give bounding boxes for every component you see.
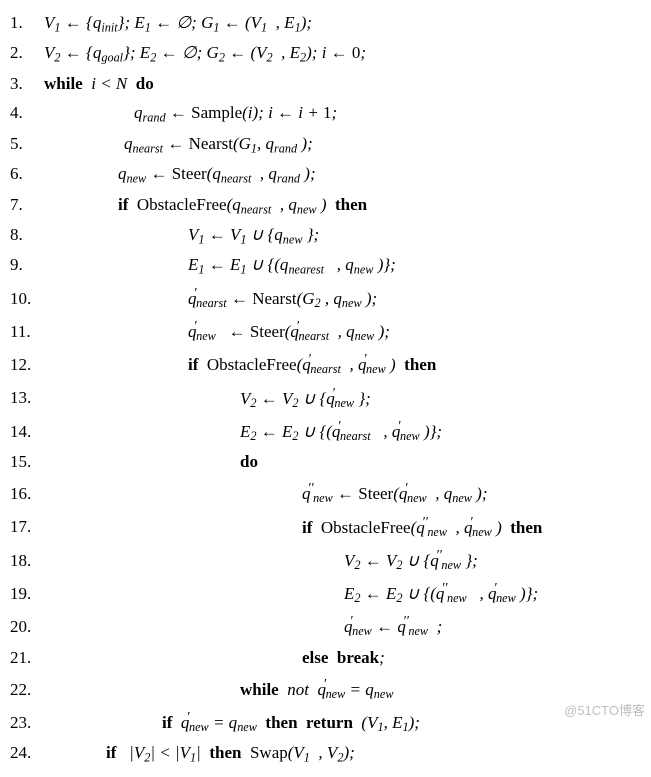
line-number: 5. [10,129,44,158]
line-content: V1 ← V1 ∪ {qnew }; [44,220,319,250]
line-content: E2 ← E2 ∪ {(q′nearst , q′new )}; [44,414,442,447]
line-content: V2 ← V2 ∪ {q′′new }; [44,543,478,576]
line-number: 8. [10,220,44,249]
line-number: 1. [10,8,44,37]
line-content: q′′new ← Steer(q′new , qnew ); [44,476,488,509]
line-content: q′new ← q′′new ; [44,609,442,642]
line-number: 24. [10,738,44,767]
pseudocode-line: 15.do [10,447,641,476]
pseudocode-line: 7.if ObstacleFree(qnearst , qnew ) then [10,190,641,220]
line-content: V2 ← {qgoal}; E2 ← ∅; G2 ← (V2 , E2); i … [44,38,366,68]
pseudocode-line: 22.while not q′new = qnew [10,672,641,705]
line-content: if ObstacleFree(q′′new , q′new ) then [44,510,542,543]
line-content: E1 ← E1 ∪ {(qnearest , qnew )}; [44,250,396,280]
line-content: q′nearst ← Nearst(G2 , qnew ); [44,281,377,314]
pseudocode-line: 5.qnearst ← Nearst(G1, qrand ); [10,129,641,159]
line-content: qrand ← Sample(i); i ← i + 1; [44,98,337,128]
pseudocode-line: 2.V2 ← {qgoal}; E2 ← ∅; G2 ← (V2 , E2); … [10,38,641,68]
line-number: 6. [10,159,44,188]
line-content: if ObstacleFree(qnearst , qnew ) then [44,190,367,220]
line-number: 23. [10,708,44,737]
pseudocode-line: 9.E1 ← E1 ∪ {(qnearest , qnew )}; [10,250,641,280]
line-number: 9. [10,250,44,279]
line-number: 11. [10,317,44,346]
line-content: qnearst ← Nearst(G1, qrand ); [44,129,313,159]
line-number: 16. [10,479,44,508]
line-number: 13. [10,383,44,412]
line-number: 20. [10,612,44,641]
watermark-text: @51CTO博客 [564,700,645,722]
line-number: 22. [10,675,44,704]
line-content: E2 ← E2 ∪ {(q′′new , q′new )}; [44,576,538,609]
pseudocode-line: 19.E2 ← E2 ∪ {(q′′new , q′new )}; [10,576,641,609]
pseudocode-line: 17.if ObstacleFree(q′′new , q′new ) then [10,510,641,543]
pseudocode-line: 24.if |V2| < |V1| then Swap(V1 , V2); [10,738,641,768]
pseudocode-line: 8.V1 ← V1 ∪ {qnew }; [10,220,641,250]
line-content: else break; [44,643,385,672]
line-content: q′new ← Steer(q′nearst , qnew ); [44,314,390,347]
line-number: 2. [10,38,44,67]
line-content: if ObstacleFree(q′nearst , q′new ) then [44,347,436,380]
pseudocode-line: 18.V2 ← V2 ∪ {q′′new }; [10,543,641,576]
line-number: 15. [10,447,44,476]
pseudocode-line: 3.while i < N do [10,69,641,98]
line-number: 3. [10,69,44,98]
line-number: 19. [10,579,44,608]
line-number: 10. [10,284,44,313]
pseudocode-line: 16.q′′new ← Steer(q′new , qnew ); [10,476,641,509]
pseudocode-line: 12.if ObstacleFree(q′nearst , q′new ) th… [10,347,641,380]
pseudocode-line: 14.E2 ← E2 ∪ {(q′nearst , q′new )}; [10,414,641,447]
pseudocode-line: 23.if q′new = qnew then return (V1, E1); [10,705,641,738]
pseudocode-line: 4.qrand ← Sample(i); i ← i + 1; [10,98,641,128]
line-content: do [44,447,258,476]
line-number: 17. [10,512,44,541]
line-content: if |V2| < |V1| then Swap(V1 , V2); [44,738,355,768]
line-number: 21. [10,643,44,672]
line-content: if q′new = qnew then return (V1, E1); [44,705,420,738]
line-number: 7. [10,190,44,219]
line-content: while not q′new = qnew [44,672,393,705]
pseudocode-line: 1.V1 ← {qinit}; E1 ← ∅; G1 ← (V1 , E1); [10,8,641,38]
pseudocode-line: 11.q′new ← Steer(q′nearst , qnew ); [10,314,641,347]
line-content: qnew ← Steer(qnearst , qrand ); [44,159,316,189]
pseudocode-line: 10.q′nearst ← Nearst(G2 , qnew ); [10,281,641,314]
line-content: V1 ← {qinit}; E1 ← ∅; G1 ← (V1 , E1); [44,8,312,38]
line-number: 18. [10,546,44,575]
pseudocode-line: 6.qnew ← Steer(qnearst , qrand ); [10,159,641,189]
line-number: 12. [10,350,44,379]
line-content: while i < N do [44,69,154,98]
pseudocode-line: 20.q′new ← q′′new ; [10,609,641,642]
algorithm-pseudocode: 1.V1 ← {qinit}; E1 ← ∅; G1 ← (V1 , E1);2… [10,8,641,769]
line-number: 14. [10,417,44,446]
pseudocode-line: 21.else break; [10,643,641,672]
line-content: V2 ← V2 ∪ {q′new }; [44,381,371,414]
pseudocode-line: 13.V2 ← V2 ∪ {q′new }; [10,381,641,414]
line-number: 4. [10,98,44,127]
